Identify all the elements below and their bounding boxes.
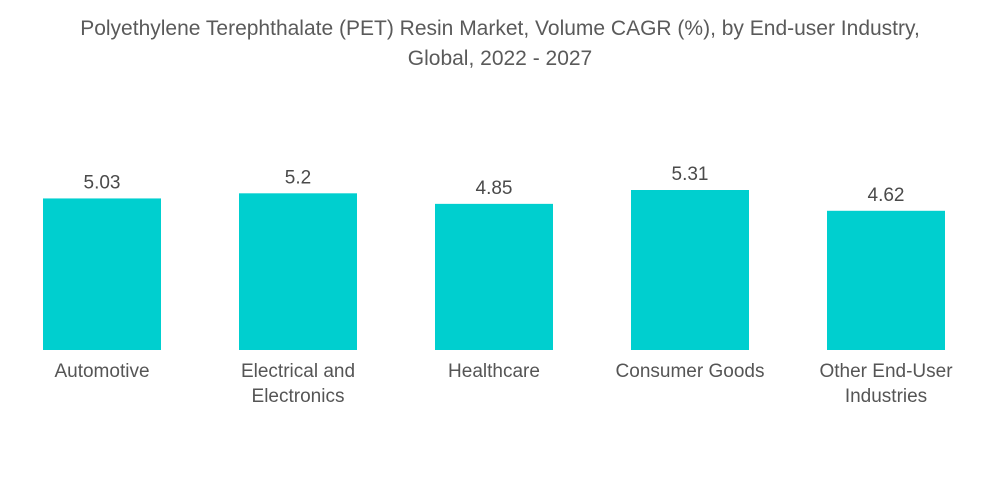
bar-2 bbox=[239, 193, 357, 350]
category-label-4: Consumer Goods bbox=[616, 361, 765, 382]
bar-3 bbox=[435, 203, 553, 350]
value-label-1: 5.03 bbox=[84, 172, 121, 193]
category-label-2-line-1: Electrical and bbox=[241, 361, 355, 382]
bar-4 bbox=[631, 190, 749, 350]
value-label-3: 4.85 bbox=[476, 178, 513, 199]
value-label-5: 4.62 bbox=[868, 185, 905, 206]
category-label-2-line-2: Electronics bbox=[252, 386, 345, 407]
bar-1 bbox=[43, 198, 161, 350]
category-label-3: Healthcare bbox=[448, 361, 540, 382]
category-label-5-line-2: Industries bbox=[845, 386, 927, 407]
bar-5 bbox=[827, 210, 945, 350]
value-label-4: 5.31 bbox=[672, 164, 709, 185]
chart-title-line-2: Global, 2022 - 2027 bbox=[407, 47, 593, 70]
chart-title: Polyethylene Terephthalate (PET) Resin M… bbox=[0, 14, 1000, 74]
value-label-2: 5.2 bbox=[285, 167, 311, 188]
category-label-1: Automotive bbox=[54, 361, 149, 382]
category-label-5-line-1: Other End-User bbox=[819, 361, 953, 382]
chart-title-line-1: Polyethylene Terephthalate (PET) Resin M… bbox=[80, 17, 920, 40]
